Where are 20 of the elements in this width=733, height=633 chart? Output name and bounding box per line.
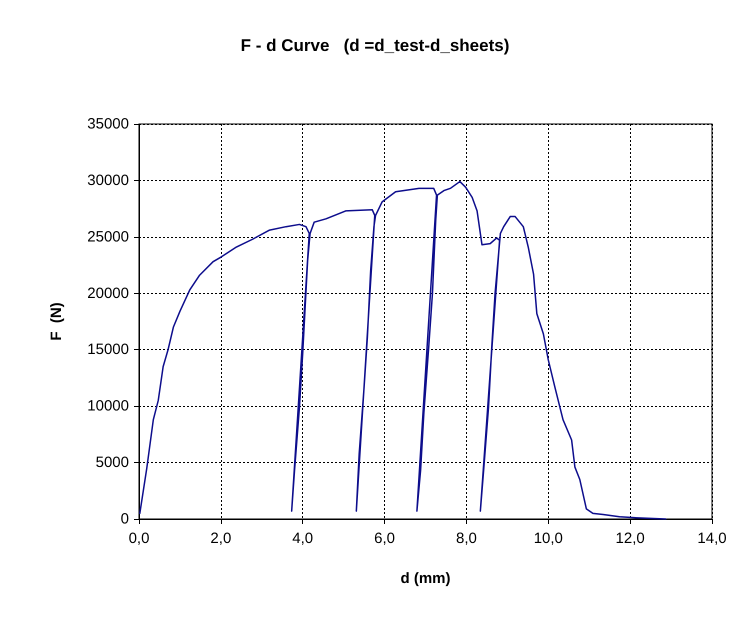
x-tick-label: 12,0 [616, 530, 645, 547]
x-tick-label: 14,0 [697, 530, 727, 547]
x-tick-label: 10,0 [534, 530, 563, 547]
chart-title: F - d Curve (d =d_test-d_sheets) [240, 36, 510, 55]
y-tick-label: 20000 [87, 284, 129, 302]
y-tick-label: 35000 [87, 116, 129, 132]
y-tick-label: 30000 [87, 172, 129, 189]
y-tick-label: 10000 [87, 398, 129, 415]
y-tick-label: 5000 [96, 454, 129, 472]
line-series [139, 180, 666, 520]
x-axis-title: d (mm) [400, 570, 450, 587]
x-tick-label: 2,0 [210, 530, 232, 547]
y-tick-label: 25000 [87, 228, 129, 246]
y-tick-label: 15000 [87, 341, 129, 358]
y-axis-title: F (N) [48, 302, 65, 341]
x-tick-label: 0,0 [128, 530, 150, 547]
x-tick-label: 6,0 [374, 530, 395, 547]
y-tick-label: 0 [120, 510, 129, 528]
x-tick-label: 8,0 [456, 530, 477, 547]
x-tick-label: 4,0 [292, 530, 314, 547]
